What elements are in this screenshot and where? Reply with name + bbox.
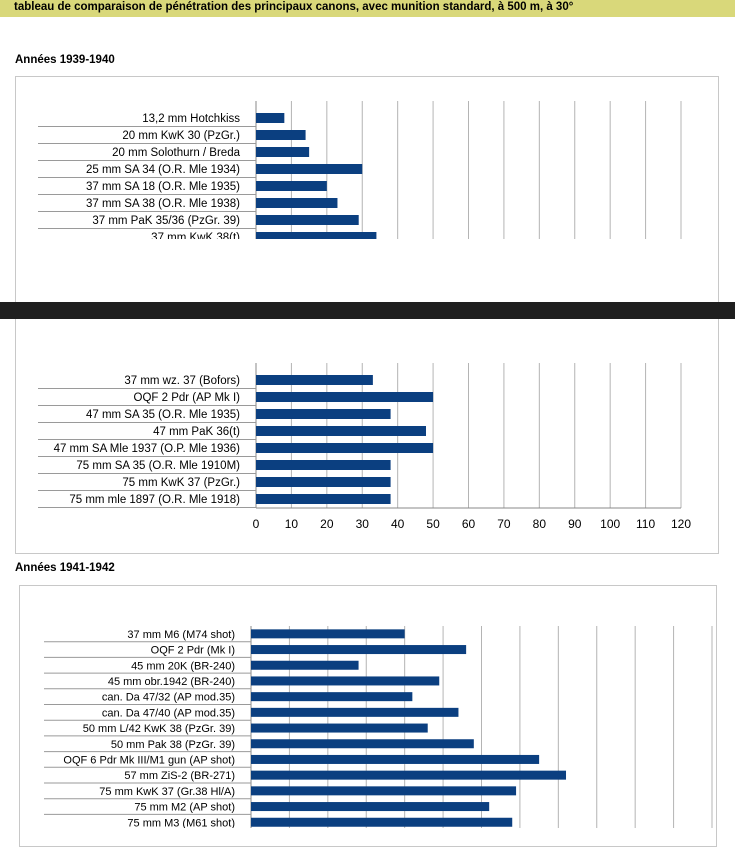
bar-2 [251,660,359,670]
category-label-12: 47 mm SA Mle 1937 (O.P. Mle 1936) [54,443,241,455]
bar-10 [251,786,517,796]
plot-area-0: 13,2 mm Hotchkiss 20 mm KwK 30 (PzGr.) 20 … [38,101,682,508]
x-tick-label-30: 30 [356,517,370,531]
bar-9 [256,392,434,402]
category-label-0: 13,2 mm Hotchkiss [142,113,240,125]
x-tick-label-100: 100 [600,517,620,531]
x-tick-label-20: 20 [320,517,334,531]
bar-11 [256,426,426,436]
bar-3 [251,676,440,686]
bar-9 [251,770,567,780]
bar-3 [256,164,363,174]
category-label-3: 25 mm SA 34 (O.R. Mle 1934) [86,164,240,176]
bar-12 [251,817,513,827]
category-label-5: 37 mm SA 38 (O.R. Mle 1938) [86,198,240,210]
bar-1 [256,130,306,140]
category-label-1: OQF 2 Pdr (Mk I) [151,645,235,657]
bar-4 [256,181,327,191]
bar-2 [256,147,310,157]
category-label-11: 75 mm M2 (AP shot) [134,802,235,814]
x-tick-label-10: 10 [285,517,299,531]
chart-1939-1940: 13,2 mm Hotchkiss 20 mm KwK 30 (PzGr.) 20 … [38,101,691,531]
category-label-8: OQF 6 Pdr Mk III/M1 gun (AP shot) [63,754,235,766]
bar-0 [256,113,285,123]
bar-6 [251,723,428,733]
chart-1941-1942: 37 mm M6 (M74 shot) OQF 2 Pdr (Mk I) 45 mm… [44,626,713,828]
category-label-4: can. Da 47/32 (AP mod.35) [102,692,235,704]
bar-1 [251,645,467,655]
bar-8 [251,754,540,764]
page-title: tableau de comparaison de pénétration de… [14,1,574,13]
bar-14 [256,477,391,487]
x-tick-label-40: 40 [391,517,405,531]
category-label-14: 75 mm KwK 37 (PzGr.) [122,477,240,489]
x-tick-label-110: 110 [636,517,655,531]
page-break-band [0,302,735,319]
category-label-8: 37 mm wz. 37 (Bofors) [124,375,240,387]
x-tick-label-60: 60 [462,517,476,531]
section-title-1939-1940: Années 1939-1940 [15,54,115,66]
bar-11 [251,802,490,812]
category-label-13: 75 mm SA 35 (O.R. Mle 1910M) [76,460,240,472]
bar-7 [256,232,377,242]
bar-7 [251,739,474,749]
bar-5 [256,198,338,208]
bar-4 [251,692,413,702]
category-label-6: 37 mm PaK 35/36 (PzGr. 39) [92,215,240,227]
category-label-12: 75 mm M3 (M61 shot) [127,817,235,828]
bar-8 [256,375,373,385]
x-tick-label-120: 120 [671,517,691,531]
category-label-2: 45 mm 20K (BR-240) [131,660,235,672]
category-label-0: 37 mm M6 (M74 shot) [127,629,235,641]
category-label-6: 50 mm L/42 KwK 38 (PzGr. 39) [83,723,235,735]
category-label-10: 75 mm KwK 37 (Gr.38 Hl/A) [99,786,235,798]
category-label-3: 45 mm obr.1942 (BR-240) [108,676,235,688]
category-label-2: 20 mm Solothurn / Breda [112,147,240,159]
category-label-7: 50 mm Pak 38 (PzGr. 39) [111,739,235,751]
category-label-9: 57 mm ZiS-2 (BR-271) [124,770,235,782]
plot-area-1: 37 mm M6 (M74 shot) OQF 2 Pdr (Mk I) 45 mm… [44,626,713,828]
category-label-1: 20 mm KwK 30 (PzGr.) [122,130,240,142]
bar-0 [251,629,405,639]
x-tick-label-90: 90 [568,517,582,531]
category-label-15: 75 mm mle 1897 (O.R. Mle 1918) [69,494,240,506]
x-tick-label-0: 0 [253,517,260,531]
x-tick-label-80: 80 [533,517,547,531]
category-label-4: 37 mm SA 18 (O.R. Mle 1935) [86,181,240,193]
bar-6 [256,215,359,225]
title-banner: tableau de comparaison de pénétration de… [0,0,735,17]
bar-10 [256,409,391,419]
category-label-5: can. Da 47/40 (AP mod.35) [102,707,235,719]
category-label-9: OQF 2 Pdr (AP Mk I) [134,392,241,404]
bar-13 [256,460,391,470]
x-tick-label-50: 50 [426,517,440,531]
bar-15 [256,494,391,504]
bar-12 [256,443,434,453]
category-label-11: 47 mm PaK 36(t) [153,426,240,438]
bar-5 [251,707,459,717]
x-tick-label-70: 70 [497,517,511,531]
section-title-1941-1942: Années 1941-1942 [15,562,115,574]
category-label-10: 47 mm SA 35 (O.R. Mle 1935) [86,409,240,421]
